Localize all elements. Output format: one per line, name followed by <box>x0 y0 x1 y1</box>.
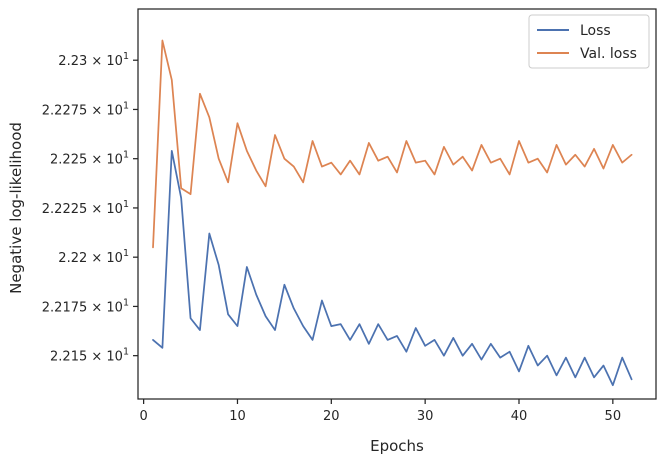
x-tick-label: 30 <box>417 409 434 424</box>
x-axis-ticks: 0 10 20 30 40 50 <box>139 399 621 424</box>
y-tick-label: 2.225 × 101 <box>50 150 129 168</box>
x-tick-label: 40 <box>511 409 528 424</box>
x-tick-label: 0 <box>139 409 147 424</box>
y-tick-label: 2.23 × 101 <box>58 51 129 69</box>
x-axis-title: Epochs <box>370 437 424 455</box>
plot-frame <box>137 8 657 400</box>
y-tick-label: 2.215 × 101 <box>50 347 129 365</box>
legend-label-val-loss: Val. loss <box>580 46 637 62</box>
y-tick-label: 2.2225 × 101 <box>42 199 129 217</box>
series-line-val-loss <box>152 39 633 249</box>
x-tick-label: 20 <box>323 409 340 424</box>
series-line-loss <box>152 149 633 387</box>
y-tick-label: 2.22 × 101 <box>58 248 129 266</box>
y-tick-label: 2.2175 × 101 <box>42 297 129 315</box>
legend: Loss Val. loss <box>528 14 650 69</box>
plot-area <box>152 39 633 387</box>
y-axis-ticks: 2.215 × 101 2.2175 × 101 2.22 × 101 2.2225 … <box>42 51 138 365</box>
legend-label-loss: Loss <box>580 23 611 39</box>
y-tick-label: 2.2275 × 101 <box>42 100 129 118</box>
legend-box <box>528 14 650 69</box>
x-tick-label: 10 <box>229 409 246 424</box>
y-axis-title: Negative log-likelihood <box>7 122 25 294</box>
x-tick-label: 50 <box>605 409 622 424</box>
